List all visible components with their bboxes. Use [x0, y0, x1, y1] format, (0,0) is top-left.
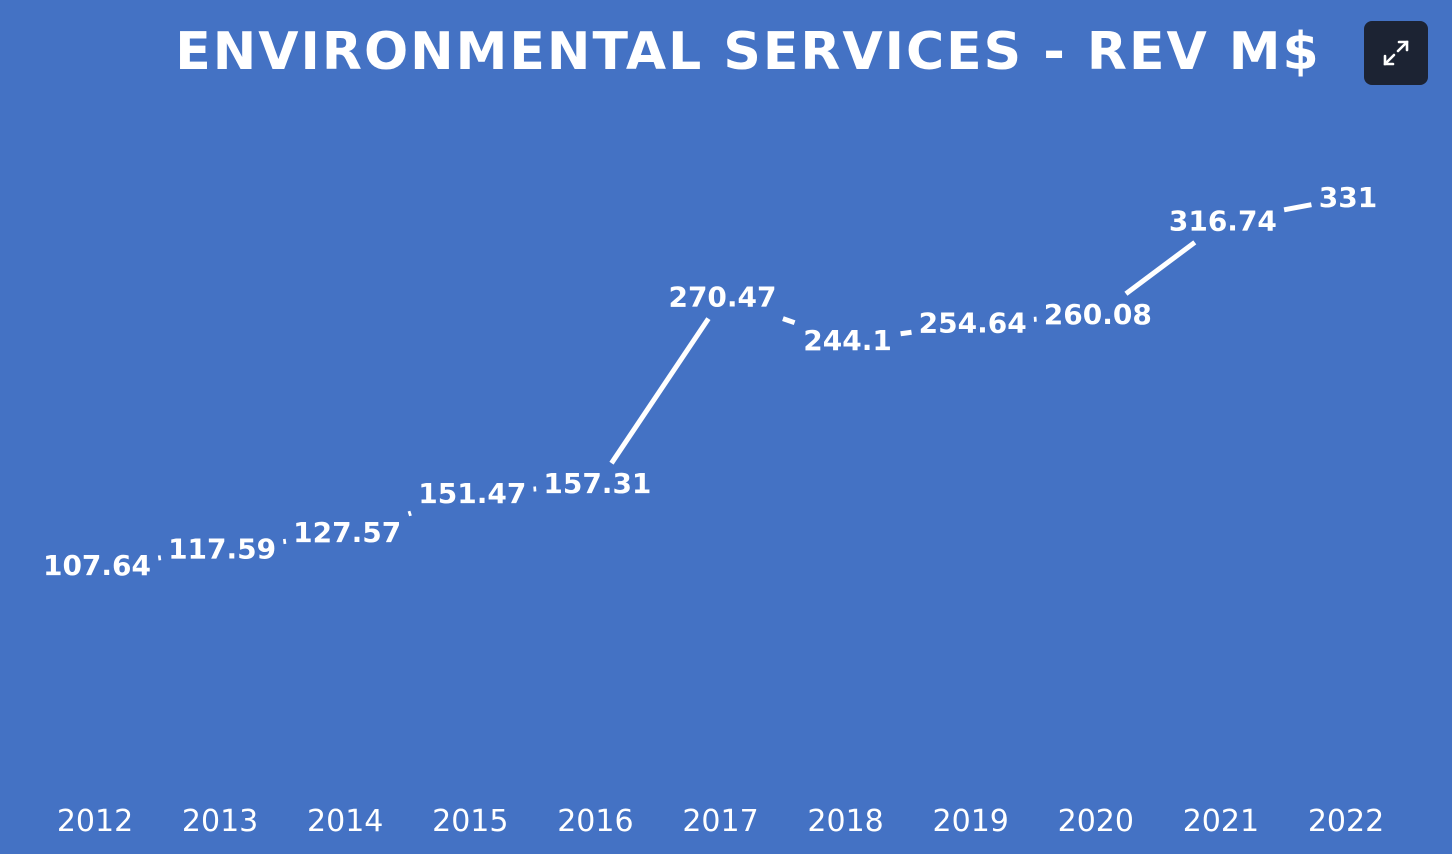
- value-label-2015: 151.47: [418, 477, 526, 510]
- value-label-2017: 270.47: [668, 281, 776, 314]
- value-label-2016: 157.31: [543, 467, 651, 500]
- chart-title: ENVIRONMENTAL SERVICES - REV M$: [175, 22, 1321, 82]
- x-tick-label-2013: 2013: [182, 804, 258, 839]
- value-label-2019: 254.64: [919, 307, 1027, 340]
- series-segment-2018-2019: [900, 329, 912, 337]
- value-label-2022: 331: [1319, 181, 1377, 214]
- x-tick-label-2016: 2016: [557, 804, 633, 839]
- value-label-2013: 117.59: [168, 533, 276, 566]
- series-segment-2016-2017: [609, 317, 711, 465]
- expand-icon: [1383, 40, 1409, 66]
- series-segment-2017-2018: [782, 316, 796, 326]
- x-tick-label-2021: 2021: [1183, 804, 1259, 839]
- series-segment-2014-2015: [407, 510, 412, 517]
- value-label-2014: 127.57: [293, 516, 401, 549]
- x-tick-label-2020: 2020: [1058, 804, 1134, 839]
- series-segment-2020-2021: [1124, 240, 1197, 296]
- x-tick-label-2017: 2017: [682, 804, 758, 839]
- value-label-2012: 107.64: [43, 549, 151, 582]
- value-label-2018: 244.1: [803, 324, 892, 357]
- value-label-2021: 316.74: [1169, 204, 1277, 237]
- series-segment-2021-2022: [1283, 202, 1312, 213]
- x-tick-label-2014: 2014: [307, 804, 383, 839]
- expand-button[interactable]: [1364, 21, 1428, 85]
- x-tick-label-2022: 2022: [1308, 804, 1384, 839]
- x-tick-label-2015: 2015: [432, 804, 508, 839]
- x-tick-label-2018: 2018: [807, 804, 883, 839]
- value-label-2020: 260.08: [1044, 298, 1152, 331]
- x-tick-label-2019: 2019: [933, 804, 1009, 839]
- x-tick-label-2012: 2012: [57, 804, 133, 839]
